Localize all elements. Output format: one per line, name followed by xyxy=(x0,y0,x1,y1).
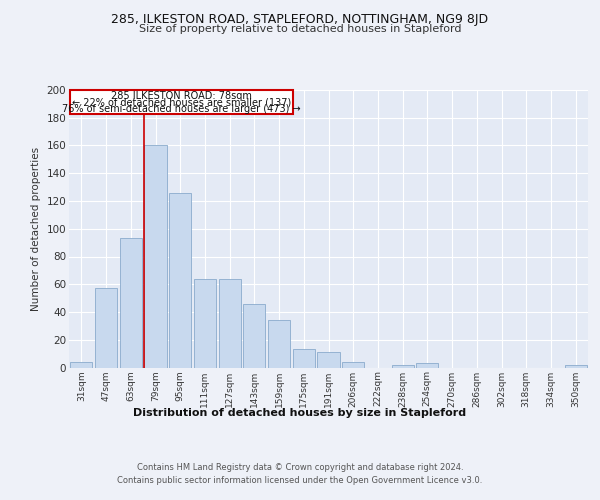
Text: 285 ILKESTON ROAD: 78sqm: 285 ILKESTON ROAD: 78sqm xyxy=(111,92,252,102)
Bar xyxy=(119,238,142,368)
Bar xyxy=(169,192,191,368)
Y-axis label: Number of detached properties: Number of detached properties xyxy=(31,146,41,311)
Bar xyxy=(218,278,241,368)
Bar xyxy=(70,362,92,368)
Text: Contains HM Land Registry data © Crown copyright and database right 2024.: Contains HM Land Registry data © Crown c… xyxy=(137,462,463,471)
Text: ← 22% of detached houses are smaller (137): ← 22% of detached houses are smaller (13… xyxy=(72,98,291,108)
Bar xyxy=(293,350,315,368)
Text: Contains public sector information licensed under the Open Government Licence v3: Contains public sector information licen… xyxy=(118,476,482,485)
Bar xyxy=(243,304,265,368)
Text: Size of property relative to detached houses in Stapleford: Size of property relative to detached ho… xyxy=(139,24,461,34)
Text: 76% of semi-detached houses are larger (473) →: 76% of semi-detached houses are larger (… xyxy=(62,104,301,114)
Bar xyxy=(145,146,167,368)
Text: Distribution of detached houses by size in Stapleford: Distribution of detached houses by size … xyxy=(133,408,467,418)
Bar xyxy=(95,288,117,368)
Bar xyxy=(565,364,587,368)
Bar xyxy=(416,364,439,368)
Bar xyxy=(268,320,290,368)
Bar xyxy=(194,278,216,368)
Bar xyxy=(317,352,340,368)
Text: 285, ILKESTON ROAD, STAPLEFORD, NOTTINGHAM, NG9 8JD: 285, ILKESTON ROAD, STAPLEFORD, NOTTINGH… xyxy=(112,12,488,26)
Bar xyxy=(342,362,364,368)
FancyBboxPatch shape xyxy=(70,90,293,114)
Bar xyxy=(392,364,414,368)
